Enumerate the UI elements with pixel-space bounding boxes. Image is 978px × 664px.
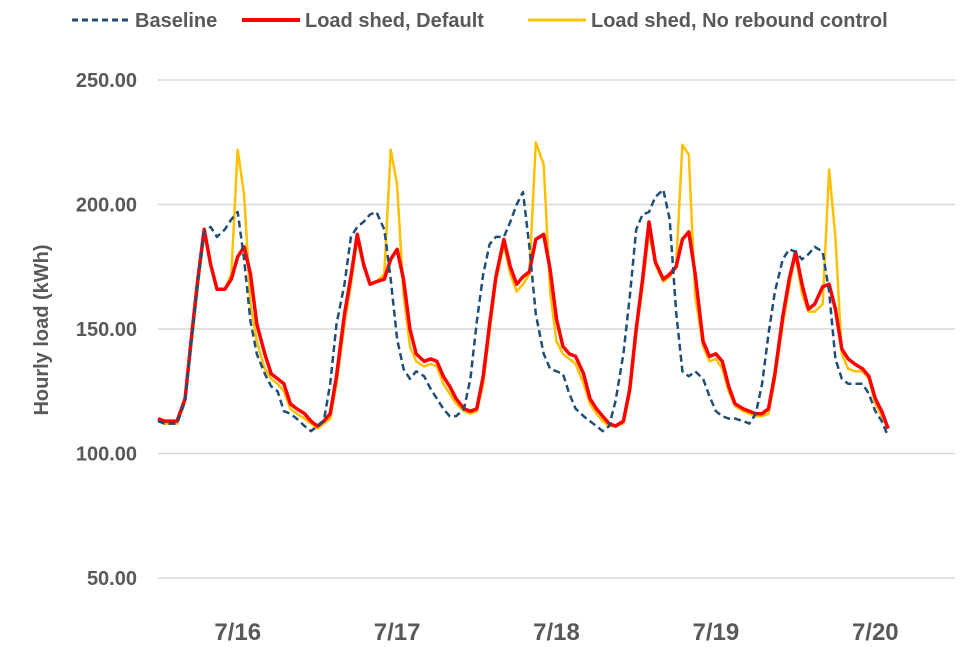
- y-tick-label: 150.00: [76, 319, 137, 341]
- x-tick-label: 7/20: [852, 619, 899, 646]
- legend-item-load-shed-default: Load shed, Default: [242, 10, 484, 32]
- y-tick-label: 50.00: [87, 568, 137, 590]
- y-tick-label: 250.00: [76, 70, 137, 92]
- legend-item-baseline: Baseline: [72, 10, 217, 32]
- x-tick-labels: 7/16 7/17 7/18 7/19 7/20: [214, 619, 898, 646]
- x-tick-label: 7/18: [533, 619, 580, 646]
- legend-label-load-shed-no-rebound: Load shed, No rebound control: [591, 10, 888, 32]
- legend-label-baseline: Baseline: [135, 10, 217, 32]
- y-tick-label: 100.00: [76, 444, 137, 466]
- y-tick-label: 200.00: [76, 195, 137, 217]
- x-tick-label: 7/16: [214, 619, 261, 646]
- gridlines: [158, 79, 955, 579]
- legend-label-load-shed-default: Load shed, Default: [305, 10, 484, 32]
- x-tick-label: 7/19: [693, 619, 740, 646]
- series-layer: [157, 141, 890, 437]
- series-line-load-shed-no-rebound-control: [157, 141, 890, 430]
- series-line-baseline: [157, 188, 890, 437]
- series-line-load-shed-default: [157, 220, 890, 430]
- y-tick-labels: 50.00 100.00 150.00 200.00 250.00: [76, 70, 137, 590]
- legend: Baseline Load shed, Default Load shed, N…: [72, 10, 888, 32]
- legend-item-load-shed-no-rebound: Load shed, No rebound control: [528, 10, 888, 32]
- y-axis-title: Hourly load (kWh): [31, 244, 53, 415]
- x-tick-label: 7/17: [374, 619, 421, 646]
